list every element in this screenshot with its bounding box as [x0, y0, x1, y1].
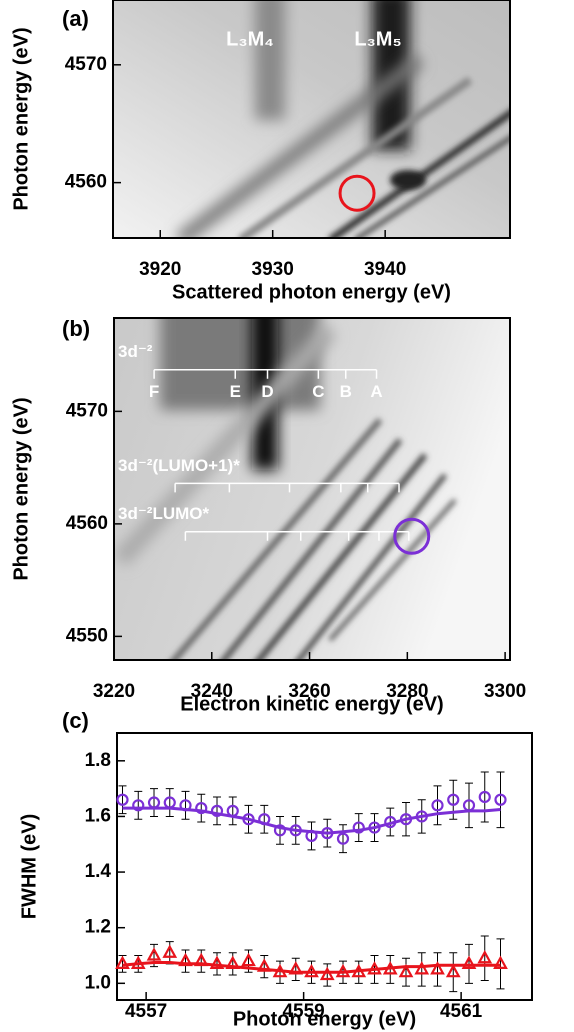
- y-tick-label: 4550: [66, 625, 108, 646]
- level-letter: D: [261, 382, 273, 401]
- error-bar: [181, 790, 190, 820]
- error-bar: [496, 938, 505, 990]
- error-bar: [150, 788, 159, 817]
- annotation: L₃M₄: [226, 28, 274, 50]
- x-tick-label: 4559: [282, 1001, 324, 1022]
- error-bar: [433, 952, 442, 987]
- y-tick-label: 4560: [65, 172, 107, 193]
- data-marker: [273, 824, 287, 837]
- panel-label: (a): [62, 6, 89, 31]
- data-marker: [336, 832, 350, 845]
- plot-frame: [113, 317, 511, 661]
- fit-line: [122, 961, 501, 974]
- error-bar: [465, 782, 474, 829]
- x-tick-label: 3240: [191, 681, 233, 702]
- error-bar: [354, 813, 363, 842]
- highlight-circle: [338, 174, 376, 212]
- data-marker: [195, 801, 208, 815]
- error-bar: [402, 957, 411, 987]
- panel-label: (b): [62, 316, 90, 341]
- level-label: 3d⁻²(LUMO+1)*: [118, 456, 240, 475]
- data-marker: [430, 961, 445, 975]
- error-bar: [480, 935, 489, 982]
- error-bar: [339, 824, 348, 854]
- error-bar: [165, 788, 174, 817]
- y-tick-label: 1.4: [85, 861, 112, 882]
- map-image-b: [114, 318, 510, 660]
- data-marker: [115, 955, 130, 969]
- level-label: 3d⁻²LUMO*: [118, 504, 210, 523]
- data-marker: [209, 955, 225, 969]
- x-axis-title: Electron kinetic energy (eV): [180, 693, 443, 715]
- data-marker: [493, 955, 508, 969]
- x-tick-label: 3300: [484, 681, 526, 702]
- x-tick-label: 3920: [139, 259, 181, 280]
- level-letter: B: [340, 382, 352, 401]
- y-tick-label: 1.2: [85, 917, 111, 938]
- x-tick-label: 4557: [125, 1001, 167, 1022]
- data-marker: [319, 966, 335, 981]
- y-tick-label: 4570: [66, 400, 108, 421]
- x-tick-label: 4561: [440, 1001, 483, 1022]
- y-axis-title: Photon energy (eV): [10, 27, 32, 210]
- level-label: 3d⁻²: [118, 342, 153, 361]
- error-bar: [228, 796, 237, 826]
- data-marker: [146, 947, 162, 961]
- x-tick-label: 3930: [252, 259, 294, 280]
- data-marker: [445, 963, 461, 978]
- error-bar: [480, 771, 489, 823]
- data-marker: [116, 793, 129, 806]
- level-letter: A: [370, 382, 382, 401]
- data-marker: [461, 955, 477, 969]
- level-letter: F: [149, 382, 159, 401]
- data-marker: [162, 944, 178, 958]
- data-marker: [478, 790, 491, 804]
- data-marker: [414, 961, 430, 975]
- error-bar: [449, 952, 458, 993]
- error-bar: [260, 804, 269, 834]
- x-tick-label: 3260: [288, 681, 330, 702]
- level-letter: C: [312, 382, 324, 401]
- fit-line: [122, 806, 501, 835]
- data-marker: [447, 793, 460, 806]
- error-bar: [197, 793, 206, 823]
- x-axis-title: Scattered photon energy (eV): [172, 281, 451, 303]
- plot-frame: [116, 732, 533, 1001]
- x-axis-title: Photon energy (eV): [233, 1008, 416, 1030]
- x-tick-label: 3280: [386, 681, 428, 702]
- data-marker: [494, 793, 507, 806]
- data-marker: [132, 799, 145, 812]
- error-bar: [213, 796, 222, 826]
- error-bar: [417, 952, 426, 987]
- y-tick-label: 4560: [66, 513, 108, 534]
- x-tick-label: 3220: [93, 681, 135, 702]
- highlight-circle: [393, 517, 431, 555]
- y-tick-label: 1.8: [85, 750, 111, 771]
- data-marker: [352, 821, 365, 834]
- error-bar: [276, 815, 285, 845]
- y-tick-label: 1.6: [85, 805, 111, 826]
- data-marker: [241, 952, 256, 967]
- error-bar: [496, 771, 505, 829]
- y-tick-label: 4570: [65, 54, 107, 75]
- panel-label: (c): [62, 708, 89, 733]
- data-marker: [398, 963, 414, 978]
- map-image-a: [113, 0, 510, 238]
- y-tick-label: 1.0: [85, 972, 111, 993]
- error-bar: [433, 785, 442, 826]
- level-letter: E: [230, 382, 241, 401]
- error-bar: [134, 790, 143, 820]
- annotation: L₃M₅: [354, 28, 401, 50]
- plot-frame: [112, 0, 511, 239]
- y-axis-title: FWHM (eV): [18, 814, 40, 920]
- data-marker: [477, 949, 493, 964]
- error-bar: [307, 821, 316, 851]
- y-axis-title: Photon energy (eV): [10, 397, 32, 580]
- data-marker: [431, 799, 444, 812]
- x-tick-label: 3940: [364, 259, 406, 280]
- data-marker: [210, 804, 224, 817]
